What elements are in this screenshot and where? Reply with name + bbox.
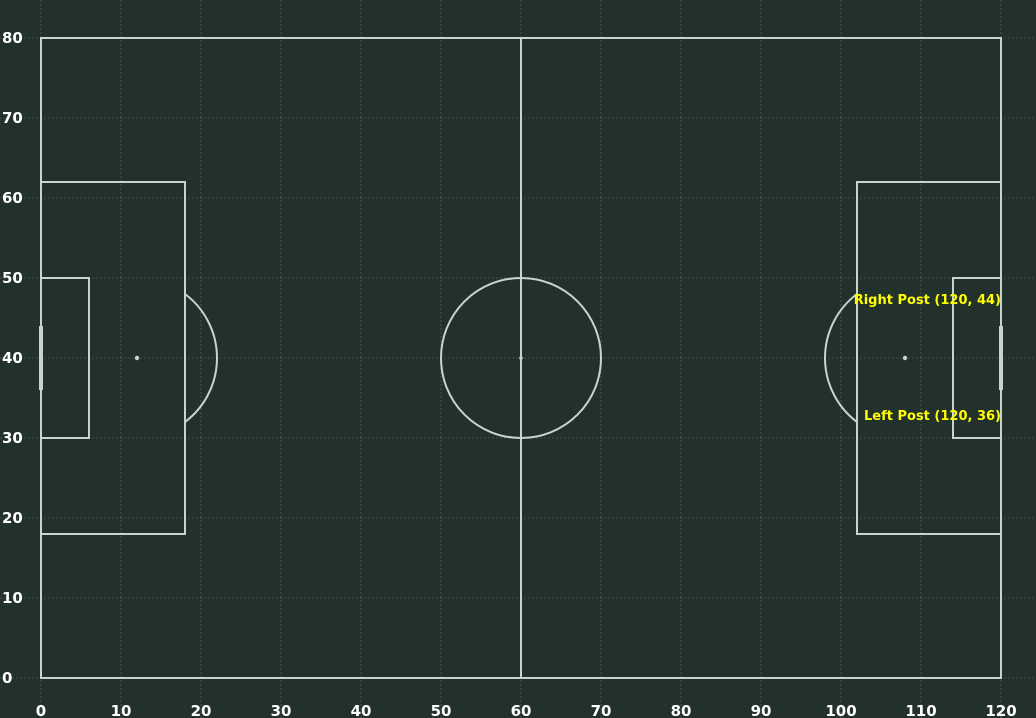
x-tick-label: 120: [985, 702, 1016, 718]
x-tick-label: 30: [271, 702, 292, 718]
x-axis-ticks: 0 10 20 30 40 50 60 70 80 90 100 110 120: [36, 702, 1017, 718]
x-tick-label: 110: [905, 702, 936, 718]
x-tick-label: 10: [111, 702, 132, 718]
y-tick-label: 0: [2, 669, 12, 687]
left-penalty-arc: [184, 293, 218, 423]
y-tick-label: 40: [2, 349, 23, 367]
post-annotation: Left Post (120, 36): [864, 409, 1001, 424]
y-tick-label: 10: [2, 589, 23, 607]
left-penalty-spot: [134, 355, 140, 361]
x-tick-label: 80: [671, 702, 692, 718]
post-annotation: Right Post (120, 44): [854, 293, 1001, 308]
right-penalty-spot: [902, 355, 908, 361]
x-tick-label: 70: [591, 702, 612, 718]
x-tick-label: 20: [191, 702, 212, 718]
y-tick-label: 60: [2, 189, 23, 207]
x-tick-label: 90: [751, 702, 772, 718]
x-tick-label: 60: [511, 702, 532, 718]
annotations: Right Post (120, 44) Left Post (120, 36): [854, 293, 1001, 424]
center-spot: [519, 356, 523, 360]
y-axis-ticks: 0 10 20 30 40 50 60 70 80: [2, 29, 23, 687]
x-tick-label: 40: [351, 702, 372, 718]
x-tick-label: 100: [825, 702, 856, 718]
x-tick-label: 0: [36, 702, 46, 718]
y-tick-label: 70: [2, 109, 23, 127]
y-tick-label: 30: [2, 429, 23, 447]
y-tick-label: 20: [2, 509, 23, 527]
pitch-markings: [39, 37, 1003, 679]
center-circle: [440, 277, 602, 439]
right-penalty-arc: [824, 293, 858, 423]
y-tick-label: 80: [2, 29, 23, 47]
y-tick-label: 50: [2, 269, 23, 287]
x-tick-label: 50: [431, 702, 452, 718]
